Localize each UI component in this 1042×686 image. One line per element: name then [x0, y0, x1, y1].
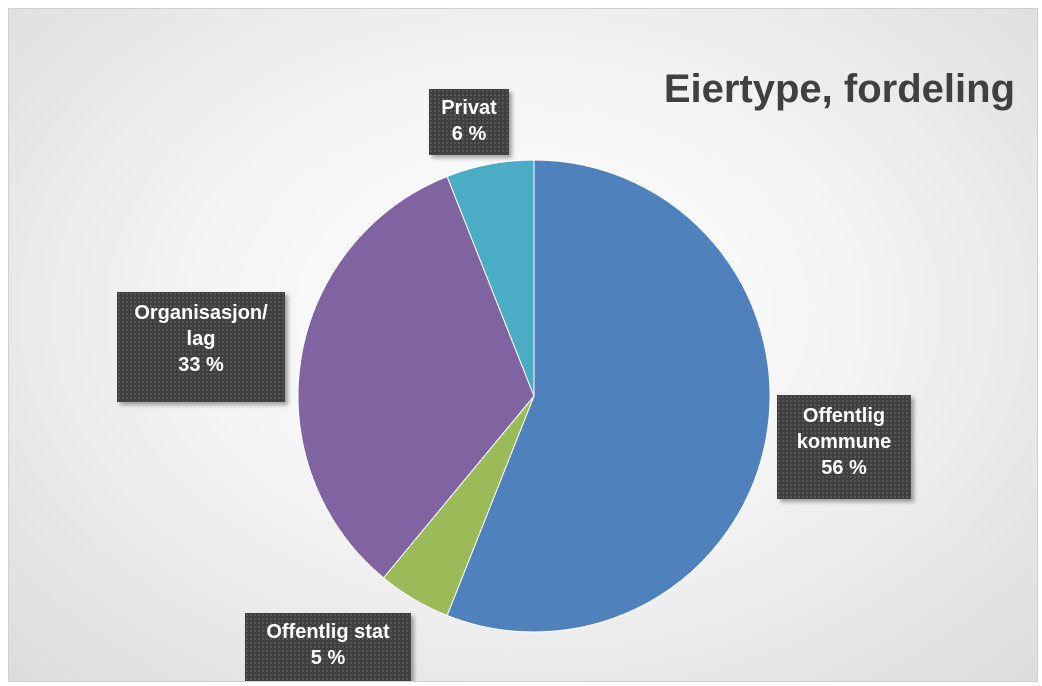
pie-slice-offentlig-kommune [446, 159, 771, 633]
pie-slice-privat [446, 159, 535, 397]
data-label-privat: Privat 6 % [429, 89, 509, 155]
data-label-kommune-value: 56 % [821, 457, 867, 479]
data-label-offentlig-stat: Offentlig stat 5 % [245, 613, 411, 681]
data-label-stat-value: 5 % [310, 647, 346, 669]
data-label-organisasjon-name-1: Organisasjon/ [134, 302, 268, 324]
data-label-privat-name: Privat [441, 97, 497, 119]
data-label-organisasjon-name-2: lag [186, 328, 216, 350]
data-label-stat-name: Offentlig stat [266, 621, 390, 643]
data-label-kommune-name-1: Offentlig [802, 405, 886, 427]
data-label-organisasjon: Organisasjon/ lag 33 % [117, 292, 285, 402]
chart-title: Eiertype, fordeling [663, 67, 1015, 111]
pie-slice-organisasjon-lag [297, 175, 535, 579]
pie-chart [297, 159, 771, 633]
data-label-organisasjon-value: 33 % [178, 354, 224, 376]
chart-area: Eiertype, fordeling Privat 6 % Organisas… [8, 8, 1038, 682]
data-label-offentlig-kommune: Offentlig kommune 56 % [777, 395, 911, 499]
data-label-privat-value: 6 % [451, 123, 487, 145]
data-label-kommune-name-2: kommune [796, 431, 892, 453]
